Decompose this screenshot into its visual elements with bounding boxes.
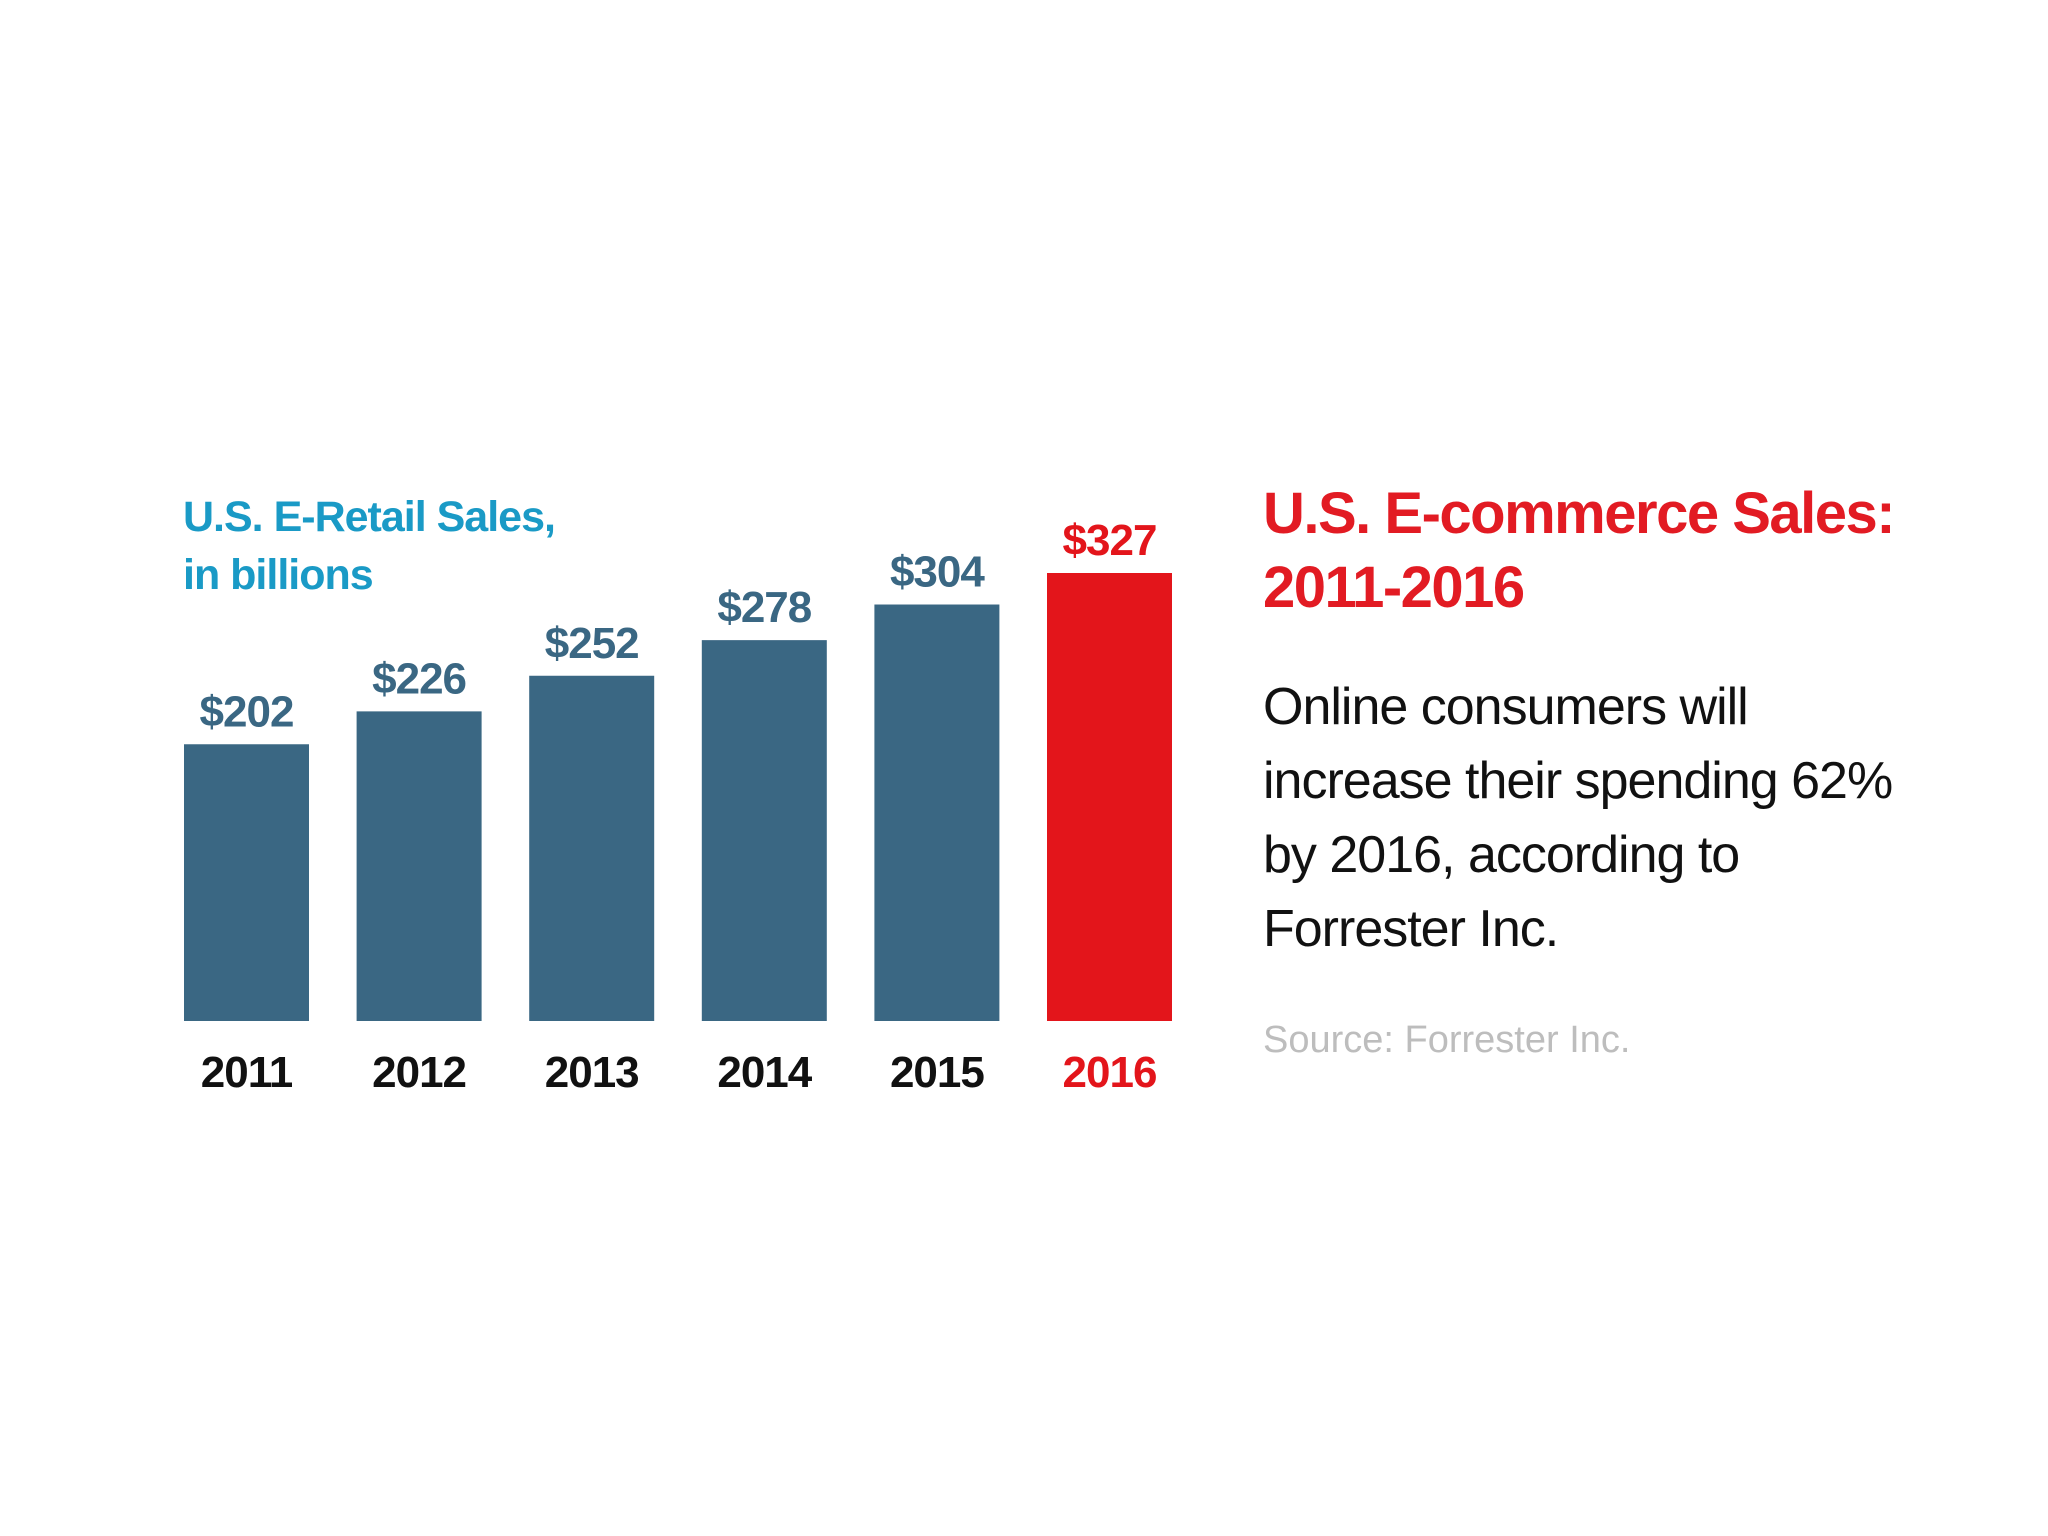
data-label-2016: $327 [1063, 516, 1157, 565]
bar-2016 [1047, 573, 1172, 1021]
panel-description: Online consumers will increase their spe… [1263, 678, 1893, 958]
x-tick-2015: 2015 [890, 1048, 984, 1097]
x-tick-2016: 2016 [1063, 1048, 1157, 1097]
x-tick-2011: 2011 [201, 1048, 293, 1097]
bar-2012 [356, 711, 482, 1021]
x-tick-2013: 2013 [545, 1048, 639, 1097]
bar-2015 [874, 604, 1000, 1021]
x-tick-2014: 2014 [717, 1048, 812, 1097]
panel-title: U.S. E-commerce Sales: 2011-2016 [1263, 481, 1896, 620]
data-label-2014: $278 [717, 583, 811, 632]
data-label-2011: $202 [200, 687, 294, 736]
chart-title: U.S. E-Retail Sales, in billions [183, 493, 556, 599]
bar-2014 [701, 640, 827, 1021]
source-note: Source: Forrester Inc. [1263, 1019, 1631, 1061]
data-label-2013: $252 [545, 619, 639, 668]
bar-2011 [184, 744, 309, 1021]
data-label-2012: $226 [372, 654, 466, 703]
x-tick-2012: 2012 [372, 1048, 466, 1097]
bar-2013 [529, 675, 655, 1021]
data-label-2015: $304 [890, 548, 985, 597]
